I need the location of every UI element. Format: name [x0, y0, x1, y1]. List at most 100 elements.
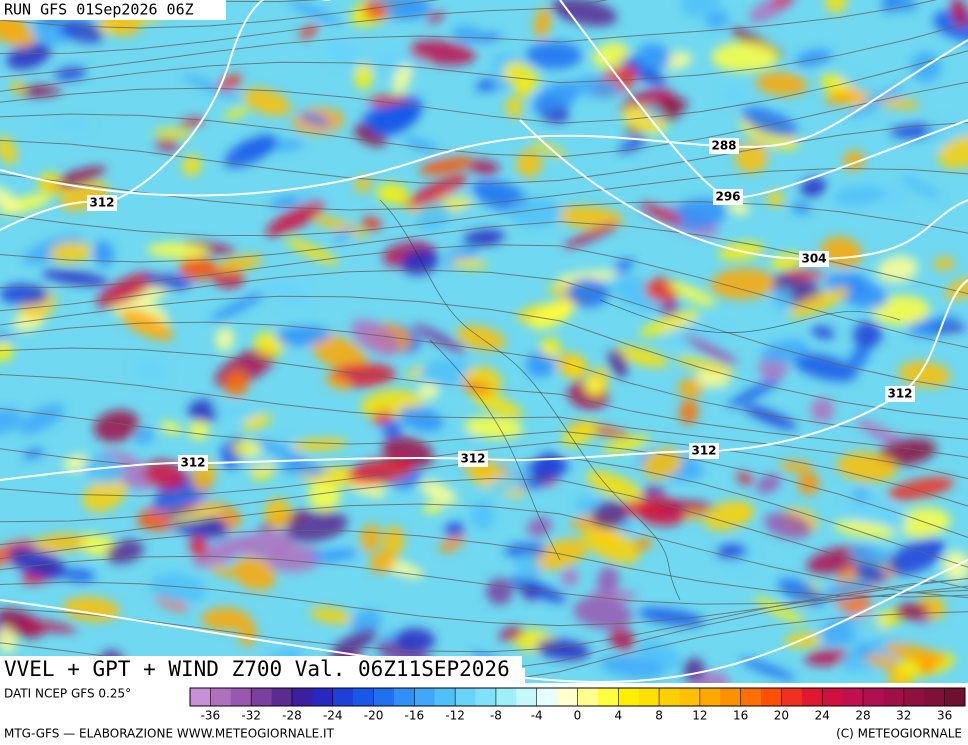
field-patch — [168, 509, 223, 523]
field-patch — [422, 503, 443, 514]
field-patch — [556, 205, 624, 230]
field-patch — [392, 64, 412, 95]
field-patch — [755, 72, 808, 96]
field-patch — [671, 198, 727, 230]
field-patch — [849, 545, 891, 568]
field-patch — [464, 416, 523, 439]
field-patch — [83, 454, 125, 485]
colorbar-swatch — [679, 688, 701, 706]
field-patch — [761, 339, 809, 364]
field-patch — [727, 378, 780, 408]
footer-right: (C) METEOGIORNALE — [836, 727, 962, 741]
wind-streamlines — [0, 0, 968, 683]
field-patch — [420, 358, 473, 386]
colorbar-label: 32 — [896, 709, 911, 723]
colorbar-swatch — [699, 688, 721, 706]
colorbar-label: -8 — [490, 709, 502, 723]
colorbar-swatch — [557, 688, 578, 706]
field-patch — [362, 1, 388, 20]
field-patch — [836, 451, 898, 483]
field-patch — [418, 381, 440, 400]
field-patch — [201, 607, 251, 631]
field-patch — [38, 172, 61, 195]
field-patch — [354, 176, 372, 193]
field-patch — [735, 142, 769, 173]
field-patch — [298, 24, 319, 39]
field-patch — [561, 568, 579, 587]
field-patch — [530, 140, 568, 158]
colorbar-swatch — [618, 688, 640, 706]
colorbar-swatch — [455, 688, 477, 706]
colorbar-swatch — [414, 688, 436, 706]
field-patch — [470, 500, 495, 530]
colorbar-label: -20 — [364, 709, 384, 723]
colorbar-swatch — [190, 688, 211, 706]
field-patch — [133, 427, 155, 445]
field-patch — [741, 107, 798, 138]
streamline — [0, 455, 968, 568]
streamline — [0, 478, 968, 590]
streamline — [0, 295, 968, 420]
field-patch — [6, 42, 52, 70]
field-patch — [638, 607, 705, 627]
field-patch — [772, 287, 793, 311]
field-patch — [833, 520, 896, 539]
colorbar-label: 20 — [774, 709, 789, 723]
contour-label: 288 — [711, 139, 736, 153]
field-patch — [532, 82, 580, 113]
streamline — [0, 0, 938, 78]
colorbar-label: -12 — [445, 709, 465, 723]
field-patch — [599, 655, 665, 679]
field-patch — [444, 521, 465, 538]
field-patch — [792, 353, 857, 382]
field-patch — [0, 625, 17, 654]
field-patch — [347, 457, 415, 485]
contour-label: 312 — [460, 452, 485, 466]
field-patch — [896, 507, 951, 538]
contour-label-box — [885, 386, 915, 402]
field-patch — [0, 283, 49, 306]
field-patch — [10, 81, 26, 94]
field-patch — [884, 643, 948, 665]
field-patch — [740, 658, 796, 681]
field-patch — [609, 628, 636, 651]
field-patch — [153, 128, 192, 139]
streamline — [0, 22, 968, 92]
streamline — [0, 373, 968, 480]
contour-label: 304 — [801, 252, 826, 266]
field-patch — [529, 299, 575, 330]
colorbar-label: -36 — [201, 709, 221, 723]
field-patch — [797, 472, 820, 495]
field-patch — [462, 229, 505, 247]
field-patch — [742, 404, 797, 430]
colorbar-swatch — [903, 688, 925, 706]
field-patch — [215, 254, 263, 273]
field-patch — [287, 0, 342, 25]
field-patch — [848, 342, 870, 371]
field-patch — [684, 334, 738, 366]
field-patch — [800, 177, 827, 197]
field-patch — [93, 410, 140, 443]
field-patch — [418, 156, 475, 175]
map-title: VVEL + GPT + WIND Z700 Val. 06Z11SEP2026 — [4, 657, 510, 681]
field-patch — [381, 415, 402, 443]
field-patch — [848, 85, 905, 118]
field-patch — [369, 550, 396, 574]
field-patch — [149, 572, 206, 604]
contour-label-box — [799, 251, 829, 267]
field-patch — [883, 0, 918, 12]
colorbar-label: -32 — [241, 709, 261, 723]
field-patch — [516, 149, 543, 178]
vertical-velocity-field — [0, 0, 968, 683]
field-patch — [179, 255, 217, 281]
field-patch — [937, 135, 968, 169]
colorbar-swatch — [475, 688, 497, 706]
field-patch — [820, 236, 863, 268]
field-patch — [132, 358, 169, 384]
field-patch — [394, 628, 436, 653]
contour-label-box — [689, 443, 719, 459]
field-patch — [325, 374, 352, 390]
field-patch — [0, 135, 18, 165]
colorbar-swatch — [271, 688, 293, 706]
